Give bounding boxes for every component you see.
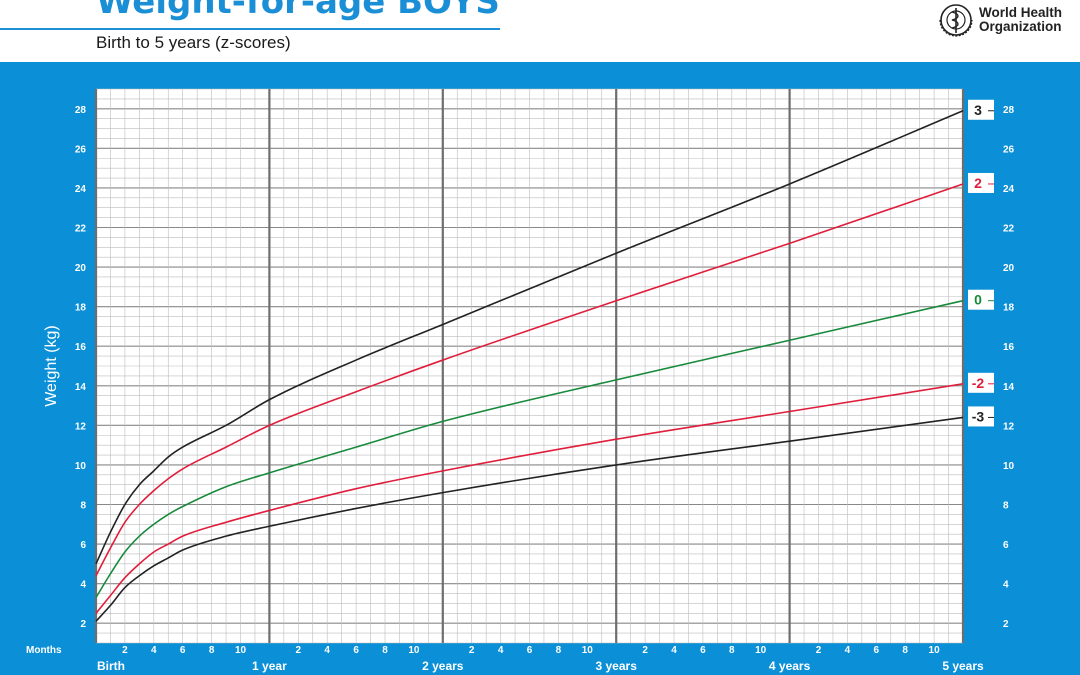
y-tick-label-right: 10 [1003,461,1015,472]
y-tick-label-left: 8 [80,501,86,512]
y-tick-label-right: 16 [1003,342,1015,353]
month-tick-label: 6 [527,645,533,656]
year-label: 4 years [769,659,811,673]
x-axis-title: Months [26,645,62,656]
month-tick-label: 4 [324,645,330,656]
month-tick-label: 10 [929,645,941,656]
month-tick-label: 10 [235,645,247,656]
y-tick-label-left: 24 [75,184,87,195]
series-label-bg [968,372,994,393]
year-label: 1 year [252,659,287,673]
y-tick-label-left: 22 [75,224,87,235]
series-line-z-3 [95,416,964,622]
series-labels: 3 2 0 -2 -3 [968,99,994,427]
series-label-z-3: -3 [972,408,985,424]
series-label-bg [968,406,994,427]
y-tick-label-left: 20 [75,263,87,274]
y-tick-label-left: 14 [75,382,87,393]
series-line-z2 [95,183,964,577]
series-line-z3 [95,110,964,565]
month-tick-label: 2 [122,645,128,656]
series-label-bg [968,289,994,310]
y-tick-label-right: 4 [1003,580,1009,591]
month-tick-label: 8 [209,645,215,656]
month-tick-label: 8 [729,645,735,656]
y-tick-label-right: 22 [1003,224,1015,235]
y-tick-label-left: 6 [80,540,86,551]
month-tick-label: 4 [498,645,504,656]
y-tick-label-right: 20 [1003,263,1015,274]
month-tick-label: 6 [874,645,880,656]
chart-title: Weight-for-age BOYS [96,0,500,22]
y-tick-label-left: 4 [80,580,86,591]
month-tick-label: 6 [700,645,706,656]
y-tick-label-left: 16 [75,342,87,353]
month-tick-label: 8 [382,645,388,656]
month-tick-label: 10 [408,645,420,656]
year-label: 5 years [942,659,984,673]
year-label: 3 years [596,659,638,673]
y-axis-title: Weight (kg) [43,325,60,407]
series-label-z3: 3 [974,102,982,118]
y-tick-label-left: 28 [75,105,87,116]
y-tick-label-left: 12 [75,421,87,432]
y-tick-label-right: 26 [1003,144,1015,155]
month-tick-label: 4 [845,645,851,656]
series-line-z-2 [95,383,964,614]
series-line-z0 [95,299,964,598]
month-tick-label: 4 [151,645,157,656]
y-tick-label-right: 12 [1003,421,1015,432]
org-name-line1: World Health [978,5,1062,20]
month-tick-label: 4 [671,645,677,656]
month-tick-label: 8 [556,645,562,656]
y-tick-label-left: 18 [75,303,87,314]
series-label-z0: 0 [974,292,982,308]
who-emblem-icon [939,4,973,37]
month-tick-label: 6 [353,645,359,656]
y-tick-label-left: 2 [80,619,86,630]
series-label-bg [968,99,994,120]
series-label-z-2: -2 [972,375,985,391]
who-logo: World Health Organization [937,2,1062,38]
series-label-bg [968,172,994,193]
org-name-line2: Organization [978,19,1062,34]
chart-subtitle: Birth to 5 years (z-scores) [96,33,291,52]
y-tick-label-right: 8 [1003,501,1009,512]
chart-grid [94,88,965,644]
month-tick-label: 10 [582,645,594,656]
y-tick-label-right: 18 [1003,303,1015,314]
month-tick-label: 10 [755,645,767,656]
year-label: 2 years [422,659,464,673]
series-label-z2: 2 [974,175,982,191]
y-tick-label-right: 14 [1003,382,1015,393]
series-lines [95,110,964,622]
y-tick-label-right: 28 [1003,105,1015,116]
month-tick-label: 6 [180,645,186,656]
month-tick-label: 8 [902,645,908,656]
y-tick-label-right: 24 [1003,184,1015,195]
month-tick-label: 2 [642,645,648,656]
year-label: Birth [97,659,125,673]
y-tick-label-right: 6 [1003,540,1009,551]
month-tick-label: 2 [816,645,822,656]
month-tick-label: 2 [296,645,302,656]
month-tick-label: 2 [469,645,475,656]
y-tick-label-right: 2 [1003,619,1009,630]
y-tick-label-left: 26 [75,144,87,155]
title-underline [0,28,500,30]
y-tick-label-left: 10 [75,461,87,472]
